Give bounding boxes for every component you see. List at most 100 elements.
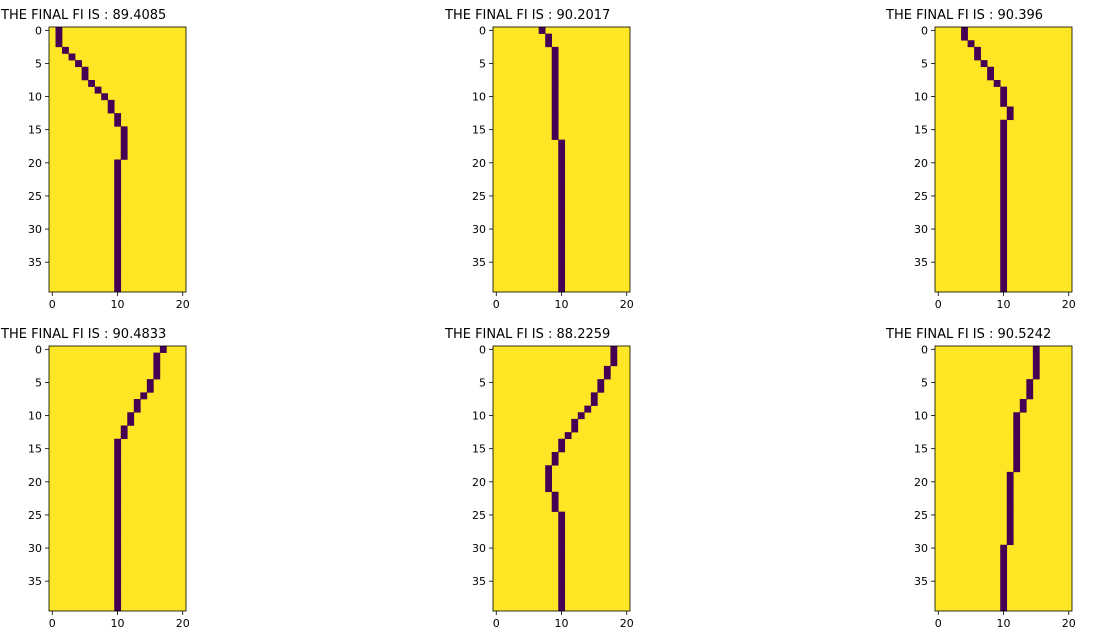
heatmap-path-cell: [114, 239, 122, 246]
heatmap-path-cell: [987, 66, 995, 74]
heatmap-path-cell: [1000, 186, 1008, 193]
y-tick-label: 10: [28, 410, 42, 423]
panel-title: THE FINAL FI IS : 88.2259: [444, 327, 610, 342]
heatmap-path-cell: [88, 80, 95, 87]
heatmap-path-cell: [1000, 564, 1008, 572]
heatmap-path-cell: [551, 452, 559, 459]
heatmap-path-cell: [114, 252, 122, 260]
heatmap-path-cell: [1000, 139, 1008, 147]
heatmap-panel-1: THE FINAL FI IS : 89.4085051015202530350…: [0, 8, 190, 311]
heatmap-path-cell: [1000, 133, 1008, 140]
heatmap-path-cell: [114, 564, 122, 572]
heatmap-path-cell: [153, 359, 161, 367]
y-tick-label: 15: [28, 443, 42, 456]
heatmap-path-cell: [610, 352, 618, 360]
heatmap-path-cell: [558, 186, 566, 193]
heatmap-path-cell: [545, 471, 553, 479]
heatmap-path-cell: [961, 33, 968, 41]
heatmap-path-cell: [545, 465, 553, 473]
heatmap-path-cell: [1000, 172, 1008, 180]
heatmap-path-cell: [1000, 199, 1008, 207]
heatmap-path-cell: [551, 86, 559, 94]
y-tick-label: 20: [28, 476, 42, 489]
heatmap-path-cell: [120, 152, 128, 160]
y-tick-label: 15: [914, 443, 928, 456]
heatmap-path-cell: [1006, 505, 1014, 512]
heatmap-path-cell: [114, 245, 122, 253]
heatmap-path-cell: [1000, 252, 1008, 260]
heatmap-path-cell: [558, 564, 566, 572]
heatmap-path-cell: [1000, 232, 1008, 240]
heatmap-path-cell: [558, 225, 566, 233]
heatmap-path-cell: [551, 99, 559, 107]
heatmap-path-cell: [551, 458, 559, 466]
heatmap-path-cell: [551, 53, 559, 61]
panel-title: THE FINAL FI IS : 90.4833: [0, 327, 166, 342]
heatmap-path-cell: [1006, 106, 1014, 114]
heatmap-path-cell: [558, 199, 566, 207]
heatmap-path-cell: [558, 538, 566, 546]
heatmap-path-cell: [603, 365, 611, 373]
y-tick-label: 0: [479, 24, 486, 37]
heatmap-path-cell: [551, 80, 559, 87]
heatmap-path-cell: [1000, 146, 1008, 154]
heatmap-path-cell: [1019, 399, 1027, 406]
heatmap-path-cell: [545, 478, 553, 486]
heatmap-path-cell: [584, 405, 592, 413]
y-tick-label: 0: [921, 24, 928, 37]
heatmap-path-cell: [980, 60, 988, 68]
heatmap-path-cell: [558, 604, 566, 612]
heatmap-path-cell: [558, 146, 566, 154]
y-tick-label: 20: [914, 157, 928, 170]
heatmap-path-cell: [114, 538, 122, 546]
x-tick-label: 20: [620, 298, 634, 311]
heatmap-path-cell: [558, 518, 566, 526]
x-tick-label: 20: [176, 617, 190, 630]
heatmap-path-cell: [114, 119, 122, 127]
heatmap-path-cell: [114, 232, 122, 240]
heatmap-path-cell: [558, 152, 566, 160]
y-tick-label: 0: [35, 343, 42, 356]
heatmap-path-cell: [1006, 518, 1014, 526]
heatmap-path-cell: [551, 491, 559, 499]
y-tick-label: 25: [472, 190, 486, 203]
heatmap-path-cell: [153, 365, 161, 373]
y-tick-label: 30: [28, 542, 42, 555]
heatmap-path-cell: [120, 126, 128, 134]
y-tick-label: 25: [28, 509, 42, 522]
heatmap-path-cell: [114, 471, 122, 479]
y-tick-label: 20: [914, 476, 928, 489]
heatmap-path-cell: [114, 597, 122, 605]
y-tick-label: 15: [472, 124, 486, 137]
heatmap-path-cell: [94, 86, 102, 94]
heatmap-path-cell: [558, 571, 566, 579]
x-tick-label: 10: [997, 617, 1011, 630]
heatmap-path-cell: [114, 577, 122, 585]
heatmap-path-cell: [571, 418, 579, 426]
y-tick-label: 15: [472, 443, 486, 456]
heatmap-path-cell: [1000, 225, 1008, 233]
heatmap-path-cell: [1026, 379, 1034, 387]
heatmap-path-cell: [974, 46, 981, 54]
heatmap-path-cell: [1000, 93, 1008, 101]
y-tick-label: 25: [914, 190, 928, 203]
heatmap-path-cell: [558, 278, 566, 286]
heatmap-path-cell: [558, 584, 566, 592]
heatmap-path-cell: [1006, 538, 1014, 546]
heatmap-path-cell: [114, 505, 122, 512]
heatmap-path-cell: [590, 399, 598, 406]
heatmap-path-cell: [558, 511, 566, 519]
heatmap-path-cell: [1000, 272, 1008, 280]
heatmap-path-cell: [114, 258, 122, 266]
heatmap-path-cell: [114, 166, 122, 174]
heatmap-path-cell: [571, 425, 579, 433]
heatmap-path-cell: [114, 531, 122, 539]
heatmap-path-cell: [610, 346, 618, 353]
heatmap-path-cell: [597, 385, 605, 393]
heatmap-path-cell: [551, 498, 559, 506]
y-tick-label: 10: [914, 410, 928, 423]
x-tick-label: 10: [555, 617, 569, 630]
heatmap-path-cell: [1013, 458, 1021, 466]
y-tick-label: 5: [35, 376, 42, 389]
